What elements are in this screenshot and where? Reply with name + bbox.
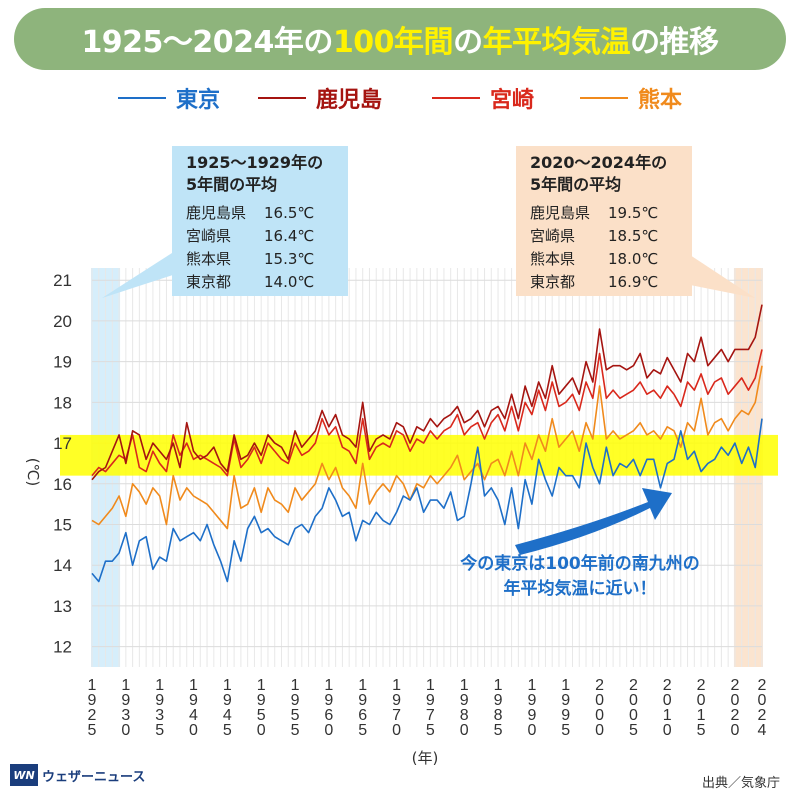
y-tick-label: 14 bbox=[53, 556, 72, 575]
series-line-kumamoto bbox=[91, 365, 763, 530]
early-value: 14.0℃ bbox=[264, 273, 315, 291]
legend-label-miyazaki: 宮崎 bbox=[490, 88, 535, 113]
series-line-kagoshima bbox=[91, 304, 763, 481]
chart-legend: 東京 鹿児島 宮崎 熊本 bbox=[0, 82, 800, 118]
y-tick-label: 19 bbox=[53, 353, 72, 372]
early-value: 16.4℃ bbox=[264, 227, 315, 245]
title-part1: 1925〜2024年の bbox=[81, 25, 333, 60]
recent-row: 熊本県 18.0℃ bbox=[530, 248, 678, 271]
y-tick-label: 20 bbox=[53, 312, 72, 331]
y-tick-label: 21 bbox=[53, 271, 72, 290]
y-tick-label: 18 bbox=[53, 393, 72, 412]
early-average-title: 1925〜1929年の 5年間の平均 bbox=[186, 153, 324, 194]
legend-label-tokyo: 東京 bbox=[176, 88, 221, 113]
legend-line-kumamoto bbox=[580, 97, 628, 99]
y-axis-label: (℃) bbox=[24, 458, 42, 487]
early-pref: 宮崎県 bbox=[186, 227, 232, 245]
early-value: 16.5℃ bbox=[264, 204, 315, 222]
logo-text: ウェザーニュース bbox=[42, 769, 146, 785]
early-row: 宮崎県 16.4℃ bbox=[186, 225, 334, 248]
recent-value: 18.5℃ bbox=[608, 227, 659, 245]
recent-row: 宮崎県 18.5℃ bbox=[530, 225, 678, 248]
y-tick-label: 12 bbox=[53, 638, 72, 657]
series-line-tokyo bbox=[91, 418, 763, 583]
annotation-line2: 年平均気温に近い！ bbox=[503, 579, 657, 599]
title-part5: の推移 bbox=[630, 25, 719, 60]
title-banner: 1925〜2024年の 100年間の年平均気温 の推移 bbox=[14, 8, 786, 70]
early-pref: 東京都 bbox=[186, 273, 232, 291]
x-axis-label: (年) bbox=[412, 749, 439, 767]
early-pref: 熊本県 bbox=[186, 250, 232, 268]
y-tick-label: 13 bbox=[53, 597, 72, 616]
legend-item-miyazaki: 宮崎 bbox=[432, 82, 534, 114]
recent-average-box: 2020〜2024年の 5年間の平均 鹿児島県 19.5℃ 宮崎県 18.5℃ 熊本… bbox=[516, 146, 692, 296]
legend-item-kumamoto: 熊本 bbox=[580, 82, 682, 114]
legend-item-kagoshima: 鹿児島 bbox=[258, 82, 382, 114]
trend-arrow bbox=[515, 488, 672, 555]
early-row: 鹿児島県 16.5℃ bbox=[186, 202, 334, 225]
legend-item-tokyo: 東京 bbox=[118, 82, 220, 114]
recent-value: 19.5℃ bbox=[608, 204, 659, 222]
recent-average-title: 2020〜2024年の 5年間の平均 bbox=[530, 153, 668, 194]
title-part4: 年平均気温 bbox=[482, 25, 631, 60]
recent-row: 東京都 16.9℃ bbox=[530, 271, 678, 294]
recent-value: 18.0℃ bbox=[608, 250, 659, 268]
early-value: 15.3℃ bbox=[264, 250, 315, 268]
y-tick-label: 15 bbox=[53, 516, 72, 535]
recent-pref: 鹿児島県 bbox=[530, 204, 591, 222]
source-credit: 出典／気象庁 bbox=[701, 776, 780, 791]
early-average-box: 1925〜1929年の 5年間の平均 鹿児島県 16.5℃ 宮崎県 16.4℃ 熊本… bbox=[172, 146, 348, 296]
legend-line-kagoshima bbox=[258, 97, 306, 99]
early-row: 東京都 14.0℃ bbox=[186, 271, 334, 294]
recent-value: 16.9℃ bbox=[608, 273, 659, 291]
y-tick-label: 16 bbox=[53, 475, 72, 494]
title-part3: の bbox=[453, 25, 483, 60]
legend-line-miyazaki bbox=[432, 97, 480, 99]
tokyo-annotation: 今の東京は100年前の南九州の 年平均気温に近い！ bbox=[430, 552, 730, 602]
y-tick-label: 17 bbox=[53, 434, 72, 453]
early-row: 熊本県 15.3℃ bbox=[186, 248, 334, 271]
legend-line-tokyo bbox=[118, 97, 166, 99]
legend-label-kumamoto: 熊本 bbox=[638, 88, 683, 113]
recent-pref: 熊本県 bbox=[530, 250, 576, 268]
recent-pref: 宮崎県 bbox=[530, 227, 576, 245]
early-pref: 鹿児島県 bbox=[186, 204, 247, 222]
annotation-line1: 今の東京は100年前の南九州の bbox=[460, 554, 700, 574]
weathernews-logo: WN ウェザーニュース bbox=[10, 764, 145, 786]
title-part2: 100年間 bbox=[332, 25, 454, 60]
recent-row: 鹿児島県 19.5℃ bbox=[530, 202, 678, 225]
recent-pref: 東京都 bbox=[530, 273, 576, 291]
legend-label-kagoshima: 鹿児島 bbox=[316, 88, 383, 113]
logo-mark: WN bbox=[10, 764, 38, 786]
